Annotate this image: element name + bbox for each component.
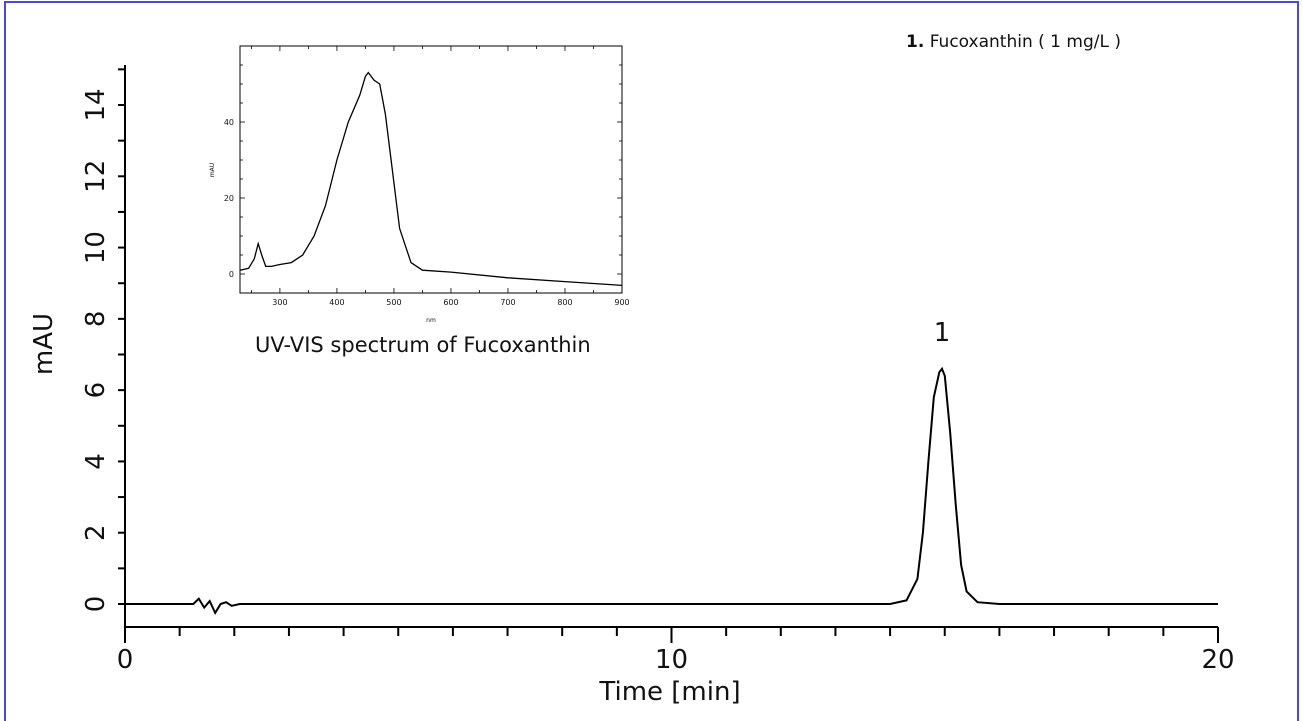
- x-tick-label: 10: [655, 645, 688, 675]
- inset-y-tick-label: 0: [229, 270, 234, 279]
- inset-x-tick-label: 400: [329, 298, 344, 307]
- inset-y-tick-label: 20: [224, 194, 234, 203]
- figure-border: [4, 1, 1299, 721]
- x-tick-label: 20: [1201, 645, 1234, 675]
- inset-x-tick-label: 700: [500, 298, 515, 307]
- legend-number: 1.: [906, 32, 925, 52]
- y-tick-label: 12: [81, 160, 111, 193]
- inset-y-axis-ticks: 0 20 40: [224, 64, 622, 279]
- chromatogram-series-line: [125, 366, 1218, 616]
- inset-x-tick-label: 800: [557, 298, 572, 307]
- inset-title: UV-VIS spectrum of Fucoxanthin: [255, 333, 591, 357]
- y-tick-label: 2: [81, 524, 111, 541]
- uv-vis-inset-chart: 300 400 500 600 700 800 900 0 20 40 nm mAU UV-VI…: [209, 45, 630, 357]
- inset-x-tick-label: 600: [443, 298, 458, 307]
- inset-plot-frame: [239, 45, 623, 294]
- legend: 1. Fucoxanthin ( 1 mg/L ): [906, 32, 1121, 52]
- y-tick-label: 4: [81, 453, 111, 470]
- inset-x-axis-label: nm: [426, 317, 436, 324]
- inset-y-axis-label: mAU: [209, 163, 216, 177]
- y-tick-label: 10: [81, 231, 111, 264]
- inset-x-axis-ticks: 300 400 500 600 700 800 900: [251, 46, 630, 307]
- y-axis-ticks: 0 2 4 6 8 10 12 14: [81, 68, 125, 613]
- peak-label: 1: [934, 318, 951, 348]
- inset-x-tick-label: 300: [272, 298, 287, 307]
- y-tick-label: 8: [81, 311, 111, 328]
- y-axis-label: mAU: [29, 313, 59, 375]
- x-tick-label: 0: [117, 645, 134, 675]
- y-tick-label: 14: [81, 88, 111, 121]
- y-tick-label: 0: [81, 596, 111, 613]
- uv-vis-spectrum-line: [239, 71, 623, 287]
- legend-text: Fucoxanthin ( 1 mg/L ): [929, 32, 1121, 52]
- x-axis-label: Time [min]: [598, 677, 740, 707]
- inset-x-tick-label: 500: [386, 298, 401, 307]
- inset-x-tick-label: 900: [614, 298, 629, 307]
- y-tick-label: 6: [81, 382, 111, 399]
- x-axis-ticks: 0 10 20: [117, 627, 1235, 675]
- main-chart: 0 2 4 6 8 10 12 14 0 10 20 1 mAU Time [min]: [29, 65, 1235, 707]
- inset-y-tick-label: 40: [224, 118, 234, 127]
